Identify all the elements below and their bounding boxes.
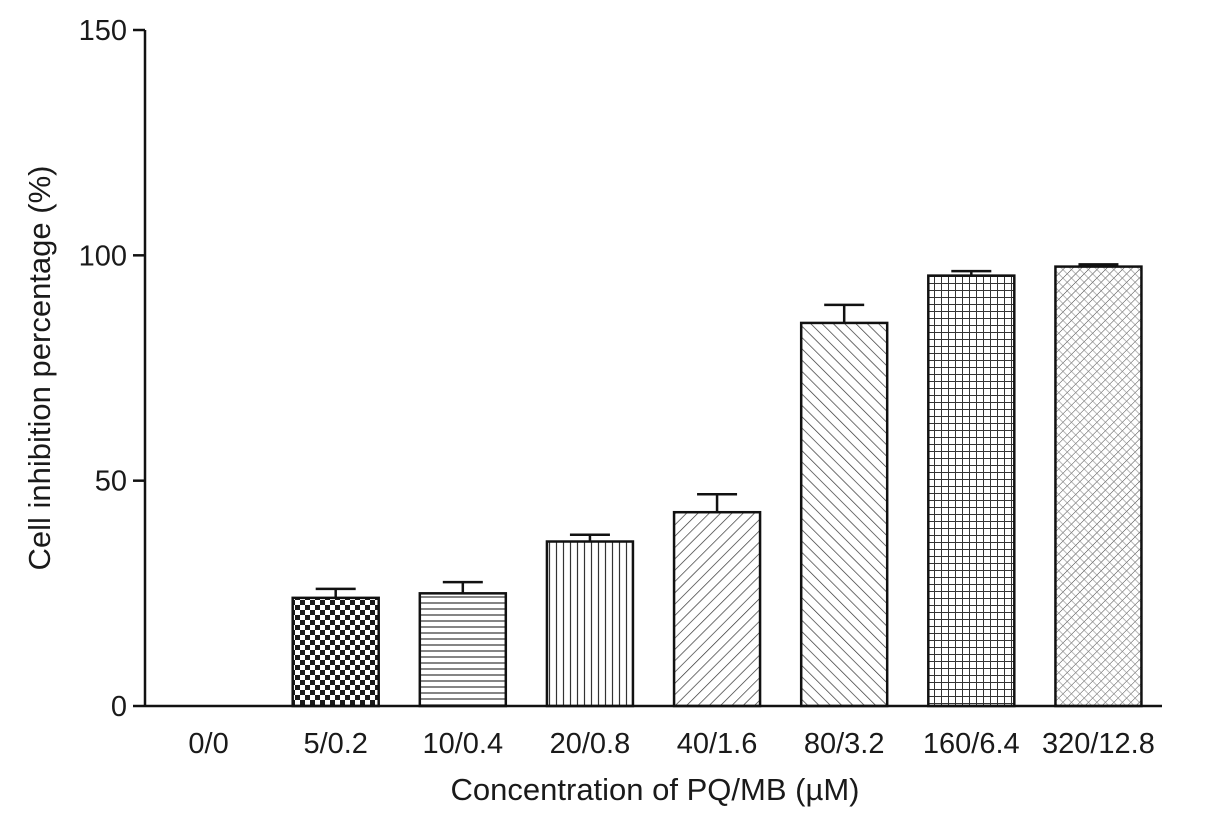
x-axis-ticks: 0/0 5/0.2 10/0.4 20/0.8 40/1.6 80/3.2 160/6.4 3… <box>188 728 1154 760</box>
y-axis-title: Cell inhibition percentage (%) <box>22 166 57 571</box>
x-tick-label: 160/6.4 <box>923 728 1020 760</box>
y-tick-label: 0 <box>111 691 127 723</box>
bar-5/0.2 <box>291 596 380 708</box>
plot-area: 0 50 100 150 0/0 5/0.2 10/0.4 20/0.8 40/1.6 80/3… <box>79 15 1162 760</box>
bar-20/0.8 <box>545 540 635 708</box>
bar-160/6.4 <box>927 274 1016 708</box>
x-tick-label: 5/0.2 <box>303 728 368 760</box>
x-tick-label: 40/1.6 <box>677 728 758 760</box>
x-tick-label: 10/0.4 <box>422 728 503 760</box>
bar-80/3.2 <box>799 321 889 708</box>
y-tick-label: 50 <box>95 466 127 498</box>
x-tick-label: 20/0.8 <box>550 728 631 760</box>
error-bars <box>315 263 1119 598</box>
bar-10/0.4 <box>418 592 508 708</box>
y-axis-ticks: 0 50 100 150 <box>79 15 145 723</box>
bar-40/1.6 <box>672 510 762 708</box>
y-tick-label: 100 <box>79 240 127 272</box>
x-tick-label: 320/12.8 <box>1042 728 1155 760</box>
x-axis-title: Concentration of PQ/MB (µM) <box>451 772 860 807</box>
y-tick-label: 150 <box>79 15 127 47</box>
bars <box>291 265 1143 708</box>
x-tick-label: 0/0 <box>188 728 228 760</box>
x-tick-label: 80/3.2 <box>804 728 885 760</box>
bar-320/12.8 <box>1054 265 1143 708</box>
